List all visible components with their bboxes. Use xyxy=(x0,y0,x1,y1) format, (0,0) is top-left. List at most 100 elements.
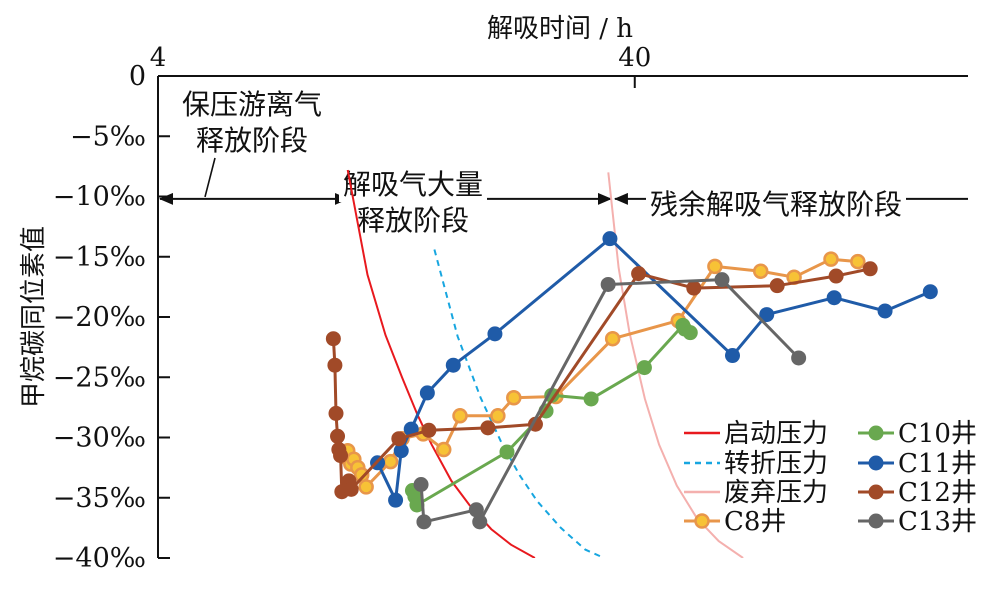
legend-label: C13井 xyxy=(898,507,977,537)
y-axis: 0 −5‰ −10‰ −15‰ −20‰ −25‰ −30‰ −35‰ −40‰ 甲烷碳同位素值 xyxy=(19,61,170,574)
y-tick-label: −30‰ xyxy=(53,423,146,454)
stage-label-bg xyxy=(339,166,487,202)
y-axis-title: 甲烷碳同位素值 xyxy=(19,226,49,408)
stage-label: 保压游离气 xyxy=(182,88,322,121)
data-point xyxy=(877,303,893,319)
data-point xyxy=(707,258,723,275)
curve-废弃压力 xyxy=(607,172,744,558)
legend-label: C11井 xyxy=(898,449,977,479)
y-tick-label: −5‰ xyxy=(70,121,146,152)
y-tick-label: 0 xyxy=(129,61,146,92)
stage-label: 残余解吸气释放阶段 xyxy=(650,188,902,221)
stage-label-bg xyxy=(178,86,326,122)
legend-item: C13井 xyxy=(858,507,977,537)
data-point xyxy=(325,331,341,347)
data-point xyxy=(922,284,938,300)
data-point xyxy=(490,408,506,424)
series-C13井 xyxy=(413,272,807,530)
data-point xyxy=(388,492,404,508)
data-point xyxy=(602,231,618,247)
stage-label-bg xyxy=(192,122,312,158)
data-point xyxy=(850,253,866,270)
data-point xyxy=(416,514,432,530)
data-point xyxy=(769,278,785,294)
legend-item: C11井 xyxy=(858,449,977,479)
y-axis-ticks: 0 −5‰ −10‰ −15‰ −20‰ −25‰ −30‰ −35‰ −40‰ xyxy=(53,61,170,574)
legend-marker xyxy=(868,425,884,441)
stage-label-bg xyxy=(646,186,906,222)
y-tick-label: −25‰ xyxy=(53,362,146,393)
y-tick-label: −35‰ xyxy=(53,483,146,514)
curve-启动压力 xyxy=(346,169,536,558)
data-series xyxy=(325,231,938,530)
legend-label: 转折压力 xyxy=(724,449,828,479)
data-point xyxy=(583,391,599,407)
legend-marker xyxy=(868,513,884,529)
data-point xyxy=(682,325,698,341)
legend-item: C12井 xyxy=(858,478,977,508)
data-point xyxy=(600,276,616,292)
x-axis-ticks: 4 40 xyxy=(150,43,651,88)
data-point xyxy=(452,408,468,424)
data-point xyxy=(468,502,484,518)
y-tick-label: −10‰ xyxy=(53,182,146,213)
x-axis: 4 40 解吸时间 / h xyxy=(150,14,968,88)
legend-label: C12井 xyxy=(898,478,977,508)
legend-label: C10井 xyxy=(898,419,977,449)
stage-label-bg xyxy=(353,202,473,238)
data-point xyxy=(823,251,839,267)
data-point xyxy=(759,307,775,323)
legend-marker xyxy=(868,484,884,500)
data-point xyxy=(499,444,515,460)
data-point xyxy=(358,479,374,495)
data-point xyxy=(393,443,409,459)
stage-label: 释放阶段 xyxy=(357,204,469,237)
data-point xyxy=(413,476,429,492)
data-point xyxy=(333,448,349,464)
stage-label: 解吸气大量 xyxy=(343,168,483,201)
legend-item: 废弃压力 xyxy=(684,478,828,508)
legend-item: 启动压力 xyxy=(684,419,828,449)
data-point xyxy=(421,422,437,438)
data-point xyxy=(636,360,652,376)
data-point xyxy=(826,290,842,306)
data-point xyxy=(480,420,496,436)
y-tick-label: −40‰ xyxy=(53,543,146,574)
stage-label: 释放阶段 xyxy=(196,124,308,157)
data-point xyxy=(487,326,503,342)
data-point xyxy=(445,357,461,373)
y-tick-label: −15‰ xyxy=(53,242,146,273)
series-C10井 xyxy=(404,317,698,513)
data-point xyxy=(631,266,647,282)
legend-label: 废弃压力 xyxy=(724,478,828,508)
data-point xyxy=(506,389,522,406)
data-point xyxy=(752,263,769,279)
legend-label: 启动压力 xyxy=(724,419,828,449)
data-point xyxy=(862,261,878,277)
series-C12井 xyxy=(325,261,878,500)
data-point xyxy=(724,348,740,364)
legend-item: C10井 xyxy=(858,419,977,449)
data-point xyxy=(686,280,702,296)
data-point xyxy=(419,385,435,401)
x-axis-title: 解吸时间 / h xyxy=(487,14,633,44)
legend-label: C8井 xyxy=(724,507,786,537)
data-point xyxy=(382,453,399,470)
data-point xyxy=(328,405,344,421)
data-point xyxy=(714,272,730,288)
series-C11井 xyxy=(370,231,938,508)
x-tick-label: 40 xyxy=(618,43,651,73)
stage-leader-line xyxy=(204,157,216,198)
legend-item: 转折压力 xyxy=(684,449,828,479)
data-point xyxy=(343,481,359,497)
data-point xyxy=(327,357,343,373)
curve-转折压力 xyxy=(433,249,605,558)
data-point xyxy=(472,514,488,530)
legend-item: C8井 xyxy=(684,507,786,537)
legend-marker xyxy=(868,455,884,471)
legend-marker xyxy=(694,513,710,529)
data-point xyxy=(604,330,621,347)
data-point xyxy=(409,497,425,513)
